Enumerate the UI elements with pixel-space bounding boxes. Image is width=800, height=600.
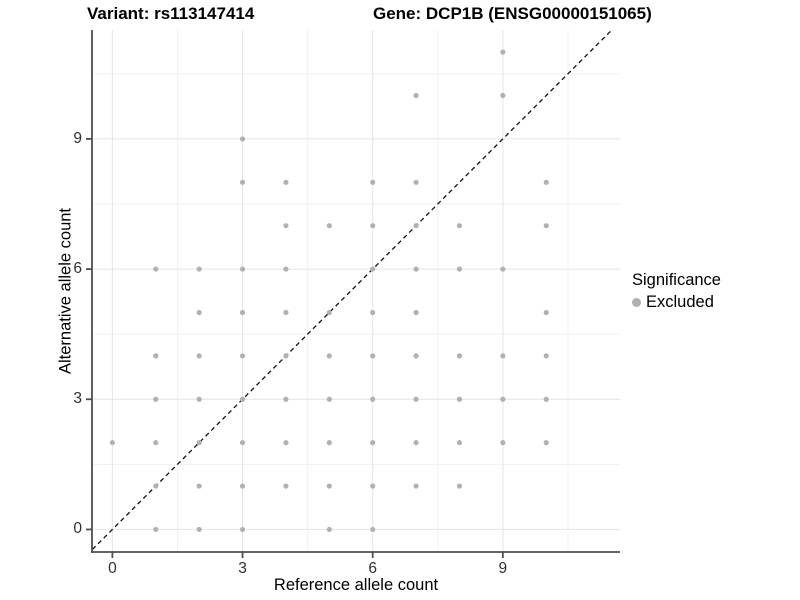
data-point (153, 440, 159, 446)
data-point (543, 396, 549, 402)
data-point (153, 396, 159, 402)
data-point (326, 353, 332, 359)
data-point (456, 483, 463, 489)
data-point (543, 440, 549, 446)
data-point (413, 223, 419, 229)
data-point (196, 483, 202, 489)
data-point (239, 309, 246, 316)
data-point (239, 440, 246, 446)
x-tick-label: 0 (108, 560, 117, 577)
data-point (239, 483, 246, 489)
data-point (370, 526, 376, 533)
data-point (370, 440, 376, 446)
data-point (326, 396, 332, 402)
data-point (543, 353, 549, 359)
data-point (283, 440, 289, 446)
data-point (456, 266, 463, 272)
data-point (283, 179, 289, 185)
data-point (456, 223, 463, 229)
data-point (196, 353, 202, 359)
data-point (326, 309, 332, 316)
y-tick-label: 6 (73, 260, 82, 278)
data-point (500, 92, 506, 99)
y-tick-label: 9 (73, 129, 82, 147)
data-point (413, 353, 419, 359)
data-point (413, 266, 419, 272)
data-point (153, 353, 159, 359)
data-point (370, 179, 376, 185)
data-point (283, 396, 289, 402)
x-tick-label: 3 (238, 560, 247, 577)
gene-title: Gene: DCP1B (ENSG00000151065) (373, 4, 652, 23)
data-point (413, 179, 419, 185)
data-point (500, 353, 506, 359)
data-point (326, 483, 332, 489)
legend: Significance Excluded (632, 271, 721, 312)
data-point (370, 396, 376, 402)
data-point (153, 266, 159, 272)
data-point (196, 440, 202, 446)
data-point (500, 49, 506, 55)
data-point (370, 353, 376, 359)
data-point (283, 223, 289, 229)
data-point (239, 353, 246, 359)
x-tick-label: 9 (498, 560, 508, 577)
data-point (283, 266, 289, 272)
data-point (456, 440, 463, 446)
legend-item-label: Excluded (646, 293, 714, 311)
variant-title: Variant: rs113147414 (87, 4, 255, 23)
data-point (196, 309, 202, 316)
x-axis-title: Reference allele count (273, 576, 439, 594)
data-point (413, 440, 419, 446)
data-point (239, 179, 246, 185)
x-tick-label: 6 (368, 560, 378, 577)
data-point (370, 223, 376, 229)
data-point (456, 396, 463, 402)
data-point (326, 223, 332, 229)
data-point (370, 266, 376, 272)
data-point (413, 483, 419, 489)
data-point (239, 526, 246, 533)
data-point (413, 396, 419, 402)
data-point (196, 266, 202, 272)
excluded-point-icon (632, 298, 641, 307)
data-point (283, 483, 289, 489)
data-point (413, 92, 419, 99)
data-point (239, 396, 246, 402)
legend-title: Significance (632, 271, 721, 289)
data-point (326, 526, 332, 533)
data-point (196, 396, 202, 402)
data-point (543, 309, 549, 316)
y-tick-label: 0 (73, 520, 82, 538)
data-point (196, 526, 202, 533)
legend-item-excluded: Excluded (632, 293, 721, 312)
y-axis-title: Alternative allele count (56, 207, 75, 375)
data-point (370, 309, 376, 316)
data-point (283, 309, 289, 316)
data-point (543, 179, 549, 185)
identity-line (91, 29, 613, 550)
data-point (153, 483, 159, 489)
data-point (413, 309, 419, 316)
data-point (283, 353, 289, 359)
data-point (370, 483, 376, 489)
data-point (456, 353, 463, 359)
data-point (500, 396, 506, 402)
y-tick-label: 3 (73, 390, 82, 408)
data-point (153, 526, 159, 533)
data-point (239, 136, 246, 142)
data-point (500, 266, 506, 272)
data-point (500, 440, 506, 446)
data-point (543, 223, 549, 229)
data-point (109, 440, 115, 446)
data-point (326, 440, 332, 446)
data-point (239, 266, 246, 272)
